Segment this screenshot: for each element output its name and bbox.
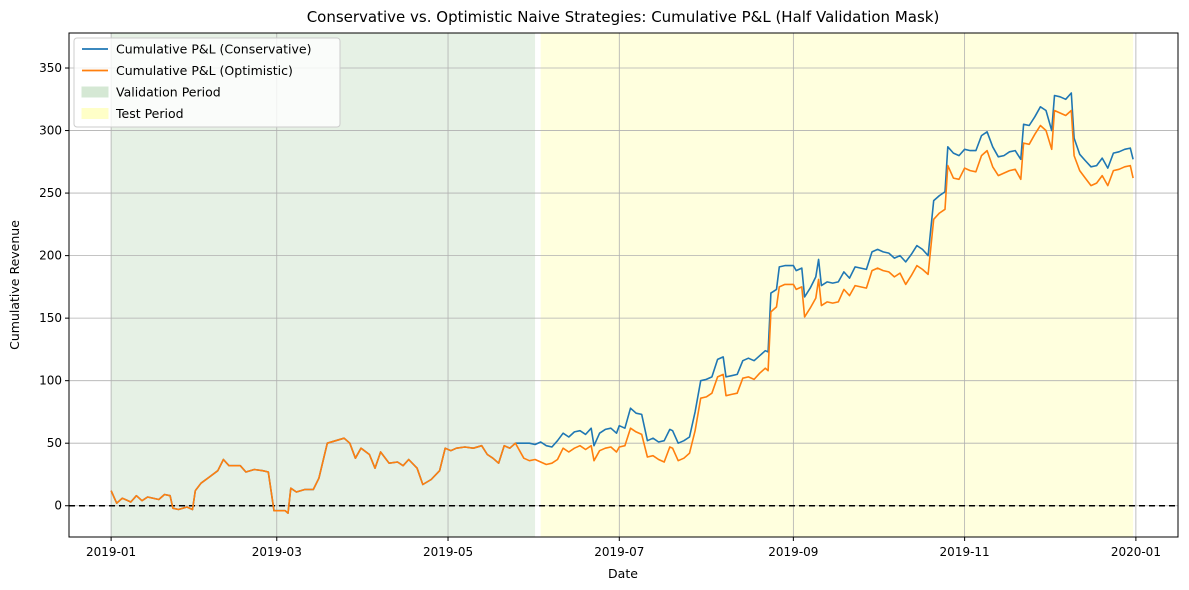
legend-label: Validation Period — [116, 85, 221, 100]
x-tick-label: 2019-05 — [423, 545, 473, 559]
y-tick-label: 0 — [54, 499, 62, 513]
y-axis-ticks: 0 50 100 150 200 250 300 350 — [39, 61, 69, 513]
legend-item-validation: Validation Period — [81, 85, 221, 100]
legend-item-conservative: Cumulative P&L (Conservative) — [82, 42, 311, 57]
x-tick-label: 2019-09 — [768, 545, 818, 559]
y-tick-label: 350 — [39, 61, 62, 75]
legend-label: Cumulative P&L (Optimistic) — [116, 63, 293, 78]
x-tick-label: 2020-01 — [1111, 545, 1161, 559]
y-tick-label: 200 — [39, 249, 62, 263]
y-axis-label: Cumulative Revenue — [7, 220, 22, 350]
legend-item-optimistic: Cumulative P&L (Optimistic) — [82, 63, 293, 78]
legend-box — [73, 37, 341, 128]
legend-label: Test Period — [115, 106, 184, 121]
y-tick-label: 150 — [39, 311, 62, 325]
legend-item-test: Test Period — [81, 106, 184, 121]
x-tick-label: 2019-01 — [86, 545, 136, 559]
x-tick-label: 2019-03 — [252, 545, 302, 559]
x-axis-ticks: 2019-01 2019-03 2019-05 2019-07 2019-09 2019-… — [86, 537, 1161, 559]
legend-swatch — [81, 86, 109, 98]
y-tick-label: 250 — [39, 186, 62, 200]
legend-label: Cumulative P&L (Conservative) — [116, 42, 311, 57]
y-tick-label: 300 — [39, 124, 62, 138]
series-lines — [110, 92, 1134, 514]
legend: Cumulative P&L (Conservative) Cumulative … — [73, 37, 341, 128]
chart-title: Conservative vs. Optimistic Naive Strate… — [307, 8, 940, 26]
x-tick-label: 2019-07 — [594, 545, 644, 559]
x-axis-label: Date — [608, 566, 638, 581]
y-tick-label: 50 — [47, 436, 62, 450]
y-tick-label: 100 — [39, 374, 62, 388]
x-tick-label: 2019-11 — [940, 545, 990, 559]
series-line-optimistic — [110, 109, 1134, 514]
plot-frame — [68, 32, 1179, 538]
legend-swatch — [81, 108, 109, 119]
